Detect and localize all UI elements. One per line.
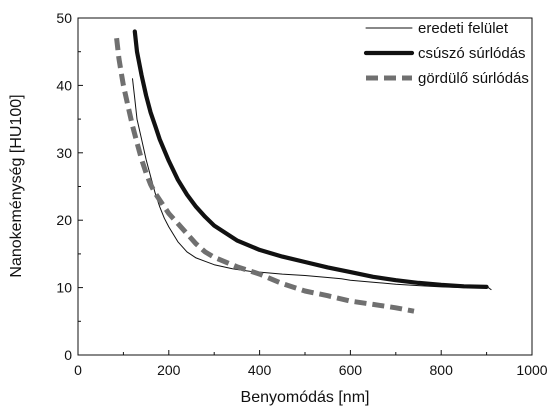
series-line-gordulo	[114, 37, 415, 314]
legend-label-eredeti: eredeti felület	[418, 20, 509, 37]
x-tick-label: 0	[74, 362, 82, 378]
y-tick-label: 20	[56, 212, 72, 228]
x-axis-title: Benyomódás [nm]	[241, 389, 370, 406]
legend-label-csuszo: csúszó súrlódás	[418, 45, 526, 62]
series-line-eredeti	[132, 78, 492, 291]
y-tick-label: 50	[56, 10, 72, 26]
series-layer	[114, 29, 492, 314]
x-tick-label: 200	[157, 362, 181, 378]
x-tick-label: 1000	[516, 362, 547, 378]
y-tick-label: 10	[56, 280, 72, 296]
legend-layer: eredeti felület csúszó súrlódás gördülő sú…	[363, 20, 529, 87]
series-line-csuszo	[132, 29, 489, 289]
y-tick-label: 30	[56, 145, 72, 161]
y-tick-label: 40	[56, 77, 72, 93]
x-tick-label: 800	[430, 362, 454, 378]
tick-layer: 0 200 400 600 800 1000 0 10 20 30 40 50	[56, 10, 547, 378]
plot-area-border	[77, 17, 533, 356]
x-tick-label: 600	[339, 362, 363, 378]
x-tick-label: 400	[248, 362, 272, 378]
y-tick-label: 0	[64, 347, 72, 363]
legend-label-gordulo: gördülő súrlódás	[418, 70, 529, 87]
y-axis-title: Nanokeménység [HU100]	[8, 94, 25, 277]
